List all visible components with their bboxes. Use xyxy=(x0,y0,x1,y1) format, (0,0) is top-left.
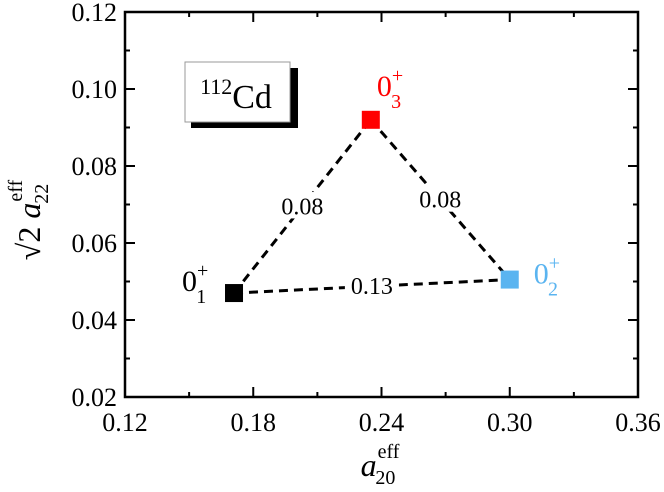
connection-label: 0.08 xyxy=(281,194,323,220)
y-axis-label: √2 a eff 22 xyxy=(5,179,53,260)
point-label: 0+ 1 xyxy=(182,260,208,308)
x-axis-label: aeff 20 xyxy=(361,441,400,489)
x-tick-label: 0.18 xyxy=(231,408,277,437)
point-labels-layer: 0+ 1 0+ 2 0+ 3 xyxy=(182,65,560,308)
y-tick-label: 0.12 xyxy=(72,0,118,27)
x-tick-label: 0.12 xyxy=(102,408,148,437)
y-axis-label-sup: eff xyxy=(5,179,27,201)
connection-labels-layer: 0.08 0.08 0.13 xyxy=(275,185,468,300)
nucleus-label-box: 112Cd xyxy=(184,61,298,128)
x-axis-label-sub: 20 xyxy=(375,467,395,489)
x-tick-label: 0.24 xyxy=(359,408,405,437)
y-tick-label: 0.02 xyxy=(72,383,118,412)
point-marker xyxy=(361,110,380,129)
point-marker xyxy=(225,284,244,303)
connection-label: 0.13 xyxy=(351,274,393,300)
connections-layer xyxy=(232,118,511,295)
nucleus-label-frame xyxy=(184,61,291,123)
x-tick-label: 0.30 xyxy=(487,408,533,437)
y-axis-label-sub: 22 xyxy=(31,184,53,204)
points-layer xyxy=(225,110,519,303)
ticks-layer: 0.12 0.18 0.24 0.30 0.36 0.02 0.04 0.06 0.08 0.10… xyxy=(72,0,661,437)
connection-label-bg xyxy=(344,271,399,299)
x-tick-label: 0.36 xyxy=(615,408,661,437)
x-axis-label-base: a xyxy=(361,447,377,483)
nucleus-mass: 112 xyxy=(200,74,232,99)
x-axis-label-sup: eff xyxy=(378,441,400,463)
point-label: 0+ 2 xyxy=(534,253,560,301)
y-tick-label: 0.10 xyxy=(72,75,118,104)
point-label: 0+ 3 xyxy=(377,65,403,113)
y-tick-label: 0.04 xyxy=(72,306,118,335)
y-tick-label: 0.08 xyxy=(72,152,118,181)
y-axis-label-prefix: √2 xyxy=(11,219,47,261)
connection-label: 0.08 xyxy=(419,188,461,214)
point-marker xyxy=(500,270,519,289)
nucleus-label: 112Cd xyxy=(200,74,272,116)
connection-label-bg xyxy=(413,185,468,212)
y-tick-label: 0.06 xyxy=(72,229,118,258)
y-axis-label-base: a xyxy=(11,203,47,219)
connection-label-bg xyxy=(275,192,330,219)
nucleus-symbol: Cd xyxy=(232,79,272,116)
